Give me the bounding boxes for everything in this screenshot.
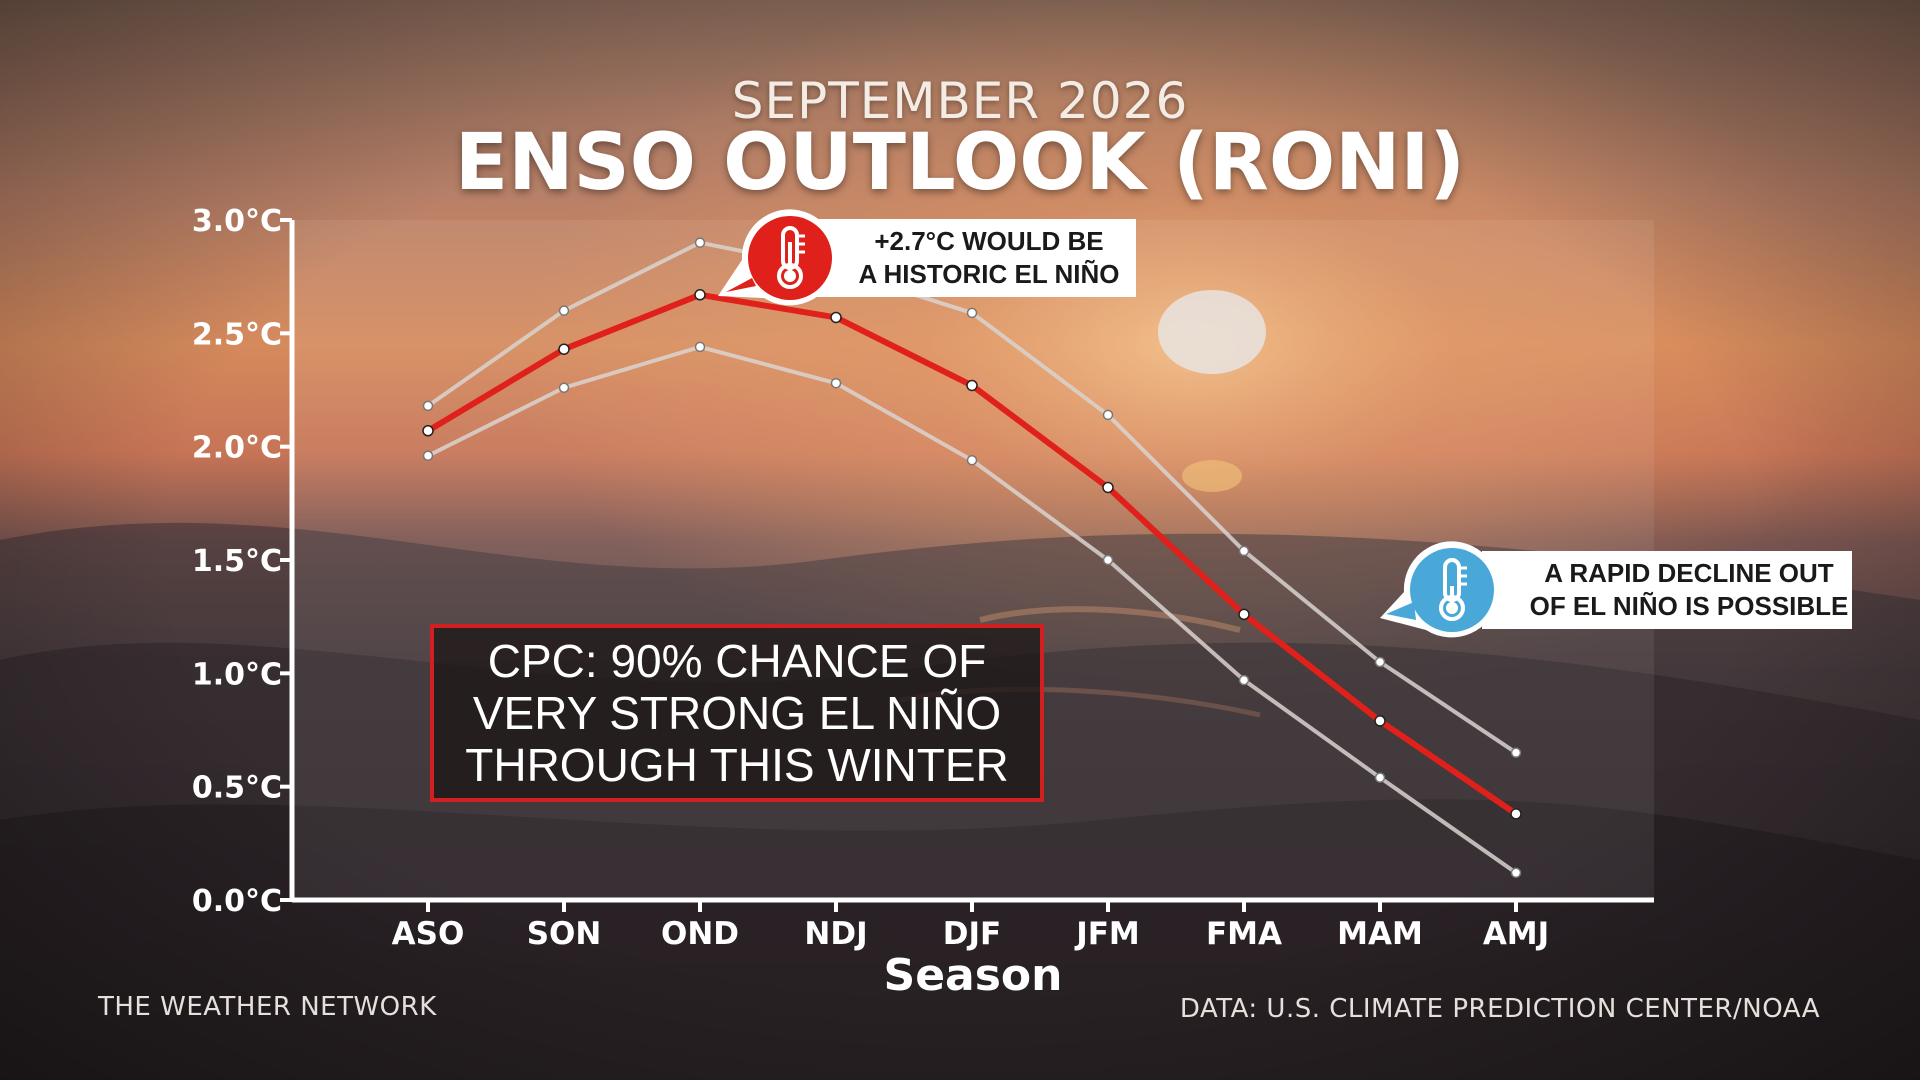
x-tick-label: MAM (1337, 916, 1423, 952)
data-point-central (694, 289, 706, 301)
y-tick-label: 2.5°C (192, 317, 282, 352)
data-point-bound (1510, 867, 1522, 879)
data-point-bound (830, 377, 842, 389)
data-point-central (830, 311, 842, 324)
footer-data-source: DATA: U.S. CLIMATE PREDICTION CENTER/NOA… (1179, 994, 1820, 1024)
data-point-bound (558, 305, 570, 316)
data-point-bound (1510, 747, 1522, 758)
data-point-bound (694, 237, 706, 248)
rapid-decline-callout: A RAPID DECLINE OUT OF EL NIÑO IS POSSIB… (1482, 551, 1852, 629)
x-tick-label: FMA (1206, 916, 1282, 952)
x-tick-label: ASO (392, 916, 465, 952)
series-layer (422, 237, 1522, 879)
x-axis: ASO SON OND NDJ DJF JFM FMA MAM AMJ (292, 897, 1654, 952)
cpc-annotation-box: CPC: 90% CHANCE OF VERY STRONG EL NIÑO T… (430, 624, 1044, 802)
data-point-central (1102, 481, 1114, 494)
thermometer-hot-icon (718, 209, 838, 306)
x-axis-label: Season (884, 950, 1063, 1001)
data-point-bound (422, 400, 434, 412)
footer-brand: THE WEATHER NETWORK (98, 992, 437, 1022)
data-point-central (1374, 715, 1386, 727)
thermometer-cold-icon (1380, 541, 1500, 638)
historic-el-nino-callout: +2.7°C WOULD BE A HISTORIC EL NIÑO (816, 219, 1136, 297)
data-point-bound (1374, 772, 1386, 783)
data-point-bound (1374, 656, 1386, 668)
y-tick-label: 2.0°C (192, 431, 282, 466)
data-point-bound (558, 382, 570, 393)
data-point-central (966, 379, 978, 392)
x-tick-label: SON (527, 916, 602, 952)
y-tick-label: 3.0°C (192, 204, 282, 239)
data-point-central (1510, 808, 1522, 820)
historic-el-nino-callout-text: +2.7°C WOULD BE A HISTORIC EL NIÑO (858, 226, 1120, 289)
y-tick-label: 1.0°C (192, 657, 282, 692)
x-tick-label: JFM (1074, 916, 1140, 952)
data-point-bound (966, 307, 978, 319)
x-tick-label: DJF (943, 916, 1001, 952)
data-point-bound (1102, 554, 1114, 566)
data-point-bound (422, 450, 434, 461)
data-point-central (558, 343, 570, 355)
data-point-bound (1238, 545, 1250, 557)
data-point-bound (966, 455, 978, 466)
y-axis: 0.0°C 0.5°C 1.0°C 1.5°C 2.0°C 2.5°C 3.0°C (192, 204, 295, 919)
rapid-decline-callout-text: A RAPID DECLINE OUT OF EL NIÑO IS POSSIB… (1529, 558, 1849, 621)
data-point-bound (694, 341, 706, 353)
data-point-central (1238, 608, 1250, 621)
x-tick-label: NDJ (804, 916, 867, 952)
x-tick-label: AMJ (1483, 916, 1549, 952)
y-tick-label: 1.5°C (192, 544, 282, 579)
x-tick-label: OND (661, 916, 739, 952)
chart-subtitle: SEPTEMBER 2026 (731, 72, 1189, 130)
cpc-annotation-text: CPC: 90% CHANCE OF VERY STRONG EL NIÑO T… (465, 635, 1009, 791)
data-point-central (422, 425, 434, 437)
data-point-bound (1238, 674, 1250, 686)
y-tick-label: 0.5°C (192, 771, 282, 806)
data-point-bound (1102, 409, 1114, 421)
y-tick-label: 0.0°C (192, 884, 282, 919)
chart-title: ENSO OUTLOOK (RONI) (454, 118, 1466, 208)
